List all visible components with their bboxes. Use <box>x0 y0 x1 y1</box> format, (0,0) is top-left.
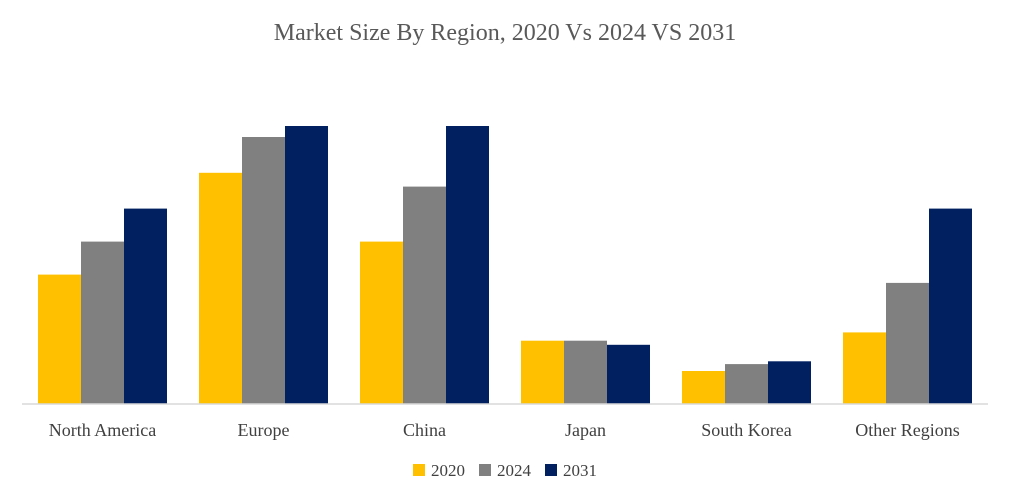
bar-2020-europe <box>199 172 242 404</box>
legend-label-2020: 2020 <box>431 461 465 480</box>
bar-2031-other-regions <box>929 208 972 404</box>
bar-2020-china <box>360 241 403 404</box>
bar-2024-japan <box>564 340 607 404</box>
x-tick-label: North America <box>49 420 156 440</box>
bar-2031-japan <box>607 344 650 404</box>
bar-2024-china <box>403 186 446 404</box>
bar-2031-north-america <box>124 208 167 404</box>
bar-2020-south-korea <box>682 371 725 404</box>
legend-swatch-2024 <box>479 464 491 476</box>
x-tick-label: Japan <box>565 420 606 440</box>
bar-2031-europe <box>285 126 328 404</box>
bar-2020-north-america <box>38 274 81 404</box>
chart-title: Market Size By Region, 2020 Vs 2024 VS 2… <box>274 20 736 46</box>
legend-label-2024: 2024 <box>497 461 532 480</box>
bar-2020-japan <box>521 340 564 404</box>
x-tick-label: Europe <box>238 420 290 440</box>
bar-2031-china <box>446 126 489 404</box>
bars-group <box>38 126 972 404</box>
legend-label-2031: 2031 <box>563 461 597 480</box>
bar-2024-other-regions <box>886 282 929 404</box>
x-tick-labels: North America Europe China Japan South Korea… <box>49 420 960 440</box>
legend-swatch-2020 <box>413 464 425 476</box>
bar-2024-south-korea <box>725 364 768 404</box>
x-tick-label: Other Regions <box>855 420 959 440</box>
bar-2031-south-korea <box>768 361 811 404</box>
x-tick-label: South Korea <box>701 420 791 440</box>
bar-2020-other-regions <box>843 332 886 404</box>
legend-swatch-2031 <box>545 464 557 476</box>
bar-2024-europe <box>242 137 285 404</box>
bar-2024-north-america <box>81 241 124 404</box>
legend: 2020 2024 2031 <box>413 461 597 480</box>
x-tick-label: China <box>403 420 446 440</box>
